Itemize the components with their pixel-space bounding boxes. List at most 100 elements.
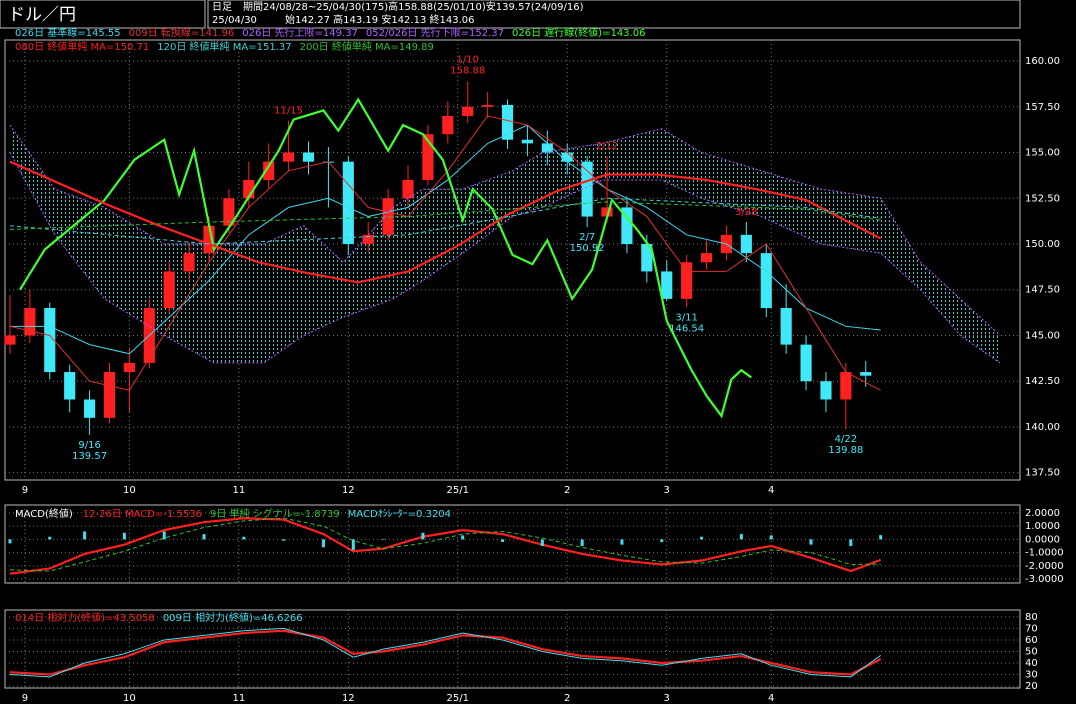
candle-body [203, 225, 215, 254]
candle-body [840, 372, 852, 400]
candle-body [521, 139, 533, 144]
legend-entry: 009日 相対力(終値)=46.6266 [163, 611, 303, 624]
annotation-value: 150.92 [570, 243, 605, 254]
legend-entry: 026日 基準線=145.55 [15, 26, 121, 39]
histogram-bar [769, 535, 773, 540]
candle-body [243, 179, 255, 199]
x-tick-label: 25/1 [447, 485, 469, 496]
cloud-fill [9, 125, 1001, 363]
annotation-value: 146.54 [669, 323, 704, 334]
series-line [9, 115, 881, 391]
histogram-bar [849, 539, 853, 546]
histogram-bar [660, 539, 664, 543]
series-line [18, 97, 752, 419]
histogram-bar [739, 534, 743, 540]
y-tick-label: -2.0000 [1025, 561, 1064, 572]
candle-body [740, 234, 752, 254]
y-tick-label: 157.50 [1025, 102, 1060, 113]
histogram-bar [580, 539, 584, 546]
annotation-value: 139.88 [828, 445, 863, 456]
price-panel [4, 39, 1021, 481]
x-tick-label: 11 [232, 693, 245, 704]
candle-body [223, 198, 235, 226]
y-tick-label: 145.00 [1025, 330, 1060, 341]
x-tick-label: 10 [123, 485, 136, 496]
y-tick-label: 147.50 [1025, 285, 1060, 296]
series-line [9, 201, 881, 230]
candle-body [44, 308, 56, 373]
y-tick-label: 1.0000 [1025, 521, 1060, 532]
y-tick-label: 30 [1025, 670, 1038, 681]
symbol: ドル／円 [8, 5, 76, 25]
candle-body [780, 308, 792, 345]
candle-body [581, 161, 593, 217]
candle-body [700, 253, 713, 263]
interval: 日足 [212, 1, 232, 13]
candle-body [541, 143, 553, 153]
candle-body [681, 262, 693, 299]
histogram-bar [321, 539, 325, 548]
series-line [9, 517, 882, 575]
series-line [9, 160, 882, 284]
series-line [9, 627, 881, 678]
histogram-bar [202, 534, 206, 540]
candle-body [64, 372, 76, 400]
candle-body [103, 372, 116, 418]
candle-body [561, 152, 573, 162]
symbol-box [0, 0, 206, 29]
histogram-bar [501, 539, 505, 543]
x-tick-label: 9 [22, 693, 28, 704]
annotation-date: 3/28 [735, 207, 757, 218]
rsi-panel [4, 609, 1021, 689]
histogram-bar [879, 535, 883, 540]
y-tick-label: 155.00 [1025, 148, 1060, 159]
legend-entry: 014日 相対力(終値)=43.5058 [15, 611, 155, 624]
annotation-date: 4/22 [835, 434, 857, 445]
series-line [9, 124, 1001, 336]
x-tick-label: 4 [768, 693, 774, 704]
histogram-bar [83, 531, 87, 540]
candle-body [84, 399, 96, 418]
histogram-bar [8, 539, 12, 544]
legend-entry: 12-26日 MACD=-1.5536 [83, 509, 202, 520]
x-tick-label: 2 [564, 693, 570, 704]
annotation-value: 139.57 [72, 451, 107, 462]
candle-body [482, 104, 494, 107]
candle-body [183, 253, 195, 272]
x-tick-label: 3 [664, 485, 670, 496]
candle-body [4, 335, 16, 345]
candle-body [163, 271, 175, 309]
candle-body [760, 253, 772, 309]
candle-body [501, 104, 514, 140]
histogram-bar [700, 536, 704, 540]
histogram-bar [242, 536, 246, 540]
candle-body [382, 198, 394, 235]
y-tick-label: 70 [1025, 623, 1038, 634]
annotation-date: 2/7 [579, 232, 595, 243]
histogram-bar [122, 532, 126, 540]
panel-title: MACD(終値) [15, 507, 73, 520]
candle-body [283, 152, 295, 162]
y-tick-label: -1.0000 [1025, 548, 1064, 559]
period: 期間24/08/28~25/04/30(175)高158.88(25/01/10… [243, 0, 584, 13]
annotation-value: 158.88 [450, 66, 485, 77]
histogram-bar [461, 535, 465, 540]
histogram-bar [381, 539, 385, 540]
candle-body [641, 243, 653, 272]
annotation-date: 11/15 [274, 105, 303, 116]
date: 25/04/30 [212, 15, 257, 26]
y-tick-label: 142.50 [1025, 376, 1060, 387]
candle-body [362, 234, 374, 244]
y-tick-label: 50 [1025, 646, 1038, 657]
y-tick-label: 140.00 [1025, 422, 1060, 433]
candle-body [820, 381, 832, 400]
x-tick-label: 25/1 [447, 693, 469, 704]
legend-entry: 026日 先行上限=149.37 [242, 26, 358, 39]
series-line [9, 629, 882, 676]
histogram-bar [48, 536, 52, 540]
y-tick-label: 152.50 [1025, 193, 1060, 204]
candle-body [661, 271, 673, 299]
histogram-bar [162, 531, 166, 540]
y-tick-label: 0.0000 [1025, 534, 1060, 545]
